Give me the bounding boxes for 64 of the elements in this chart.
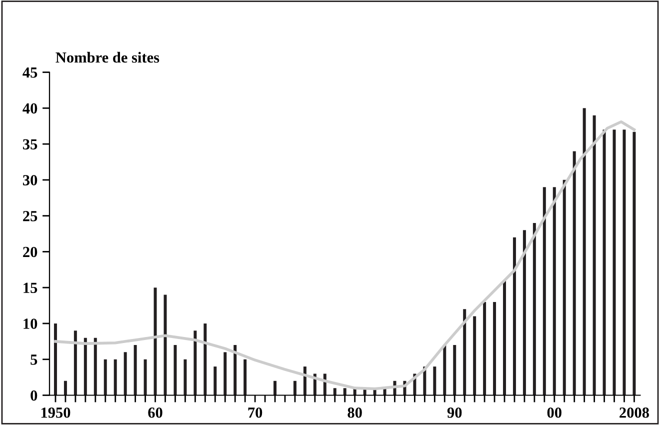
y-tick-label: 0: [30, 390, 38, 401]
bar: [104, 359, 107, 396]
bar: [483, 302, 486, 396]
bar: [84, 338, 87, 396]
bar: [74, 330, 77, 396]
y-tick-label: 40: [22, 103, 38, 114]
x-tick-label: 60: [148, 407, 162, 418]
bar: [214, 366, 217, 396]
bar: [244, 359, 247, 396]
bar: [224, 352, 227, 396]
line-series: [54, 120, 636, 390]
bar: [592, 115, 596, 396]
x-tick-label: 2008: [620, 407, 649, 418]
y-tick-label: 10: [24, 318, 38, 329]
bar: [463, 309, 466, 396]
bar: [204, 323, 207, 396]
bar: [234, 345, 237, 396]
y-axis-title: Nombre de sites: [56, 52, 160, 63]
y-tick-label: 5: [30, 354, 38, 365]
y-tick-label: 25: [23, 210, 38, 222]
y-tick-label: 35: [22, 139, 38, 150]
bar: [493, 302, 496, 396]
bar: [433, 366, 436, 396]
bar: [503, 280, 506, 396]
bar: [542, 187, 546, 396]
x-tick-label: 80: [348, 407, 362, 418]
bar: [532, 222, 536, 396]
bar: [194, 330, 197, 396]
x-tick-label: 00: [547, 407, 562, 418]
bar: [54, 323, 57, 396]
y-tick-label: 20: [23, 246, 38, 258]
bar: [94, 338, 97, 396]
bar: [343, 388, 346, 396]
bar: [473, 316, 476, 396]
y-tick-label: 15: [24, 282, 38, 294]
x-tick-label: 1950: [41, 407, 70, 418]
x-tick-label: 70: [248, 407, 262, 418]
bar: [612, 130, 616, 396]
bar: [114, 359, 117, 396]
bar: [552, 187, 556, 396]
bar: [144, 359, 147, 396]
bar: [124, 352, 127, 396]
bar: [154, 288, 157, 396]
bar: [522, 230, 526, 396]
bar: [632, 132, 636, 396]
bar: [582, 108, 586, 396]
bar: [562, 180, 566, 396]
bar: [174, 345, 177, 396]
bar: [572, 151, 576, 396]
bar: [184, 359, 187, 396]
bar: [164, 294, 167, 396]
x-tick-label: 90: [447, 407, 462, 418]
bar: [333, 388, 336, 396]
bar: [134, 345, 137, 396]
bar: [293, 380, 296, 396]
bar: [274, 380, 276, 396]
bar: [602, 130, 606, 396]
bar: [64, 380, 67, 396]
bar: [453, 345, 456, 396]
bar: [443, 345, 446, 396]
y-tick-label: 45: [22, 67, 38, 78]
bar: [512, 237, 516, 396]
bar: [622, 130, 626, 396]
y-tick-label: 30: [22, 175, 38, 186]
